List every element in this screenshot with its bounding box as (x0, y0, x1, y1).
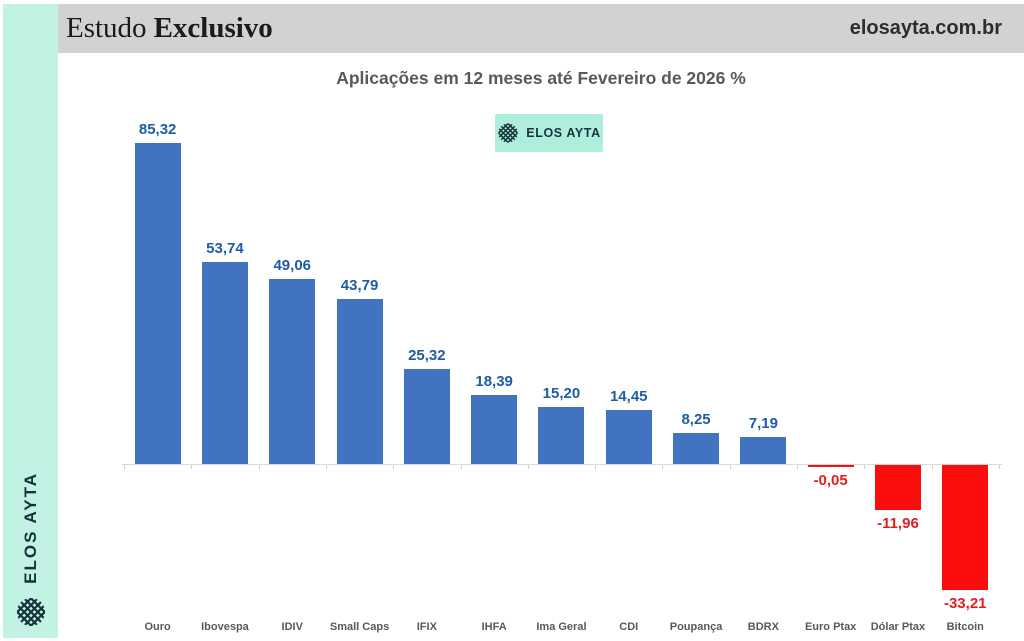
bar-positive (201, 261, 248, 464)
axis-tick (998, 465, 1000, 469)
bar-negative (942, 465, 989, 590)
axis-tick (393, 465, 395, 469)
elos-ayta-lattice-logo-icon (15, 596, 47, 628)
badge-label: ELOS AYTA (526, 126, 601, 140)
bar-value-label: 8,25 (681, 410, 711, 428)
bar-value-label: 85,32 (138, 120, 177, 138)
sidebar: ELOS AYTA (3, 4, 58, 638)
axis-tick (729, 465, 731, 469)
axis-tick (124, 465, 125, 469)
bar-value-label: 18,39 (475, 372, 513, 390)
bar-positive (134, 142, 181, 464)
category-label: Ima Geral (536, 621, 587, 633)
study-brand-title: Estudo Exclusivo (66, 12, 273, 45)
bar-value-label: -11,96 (877, 515, 919, 532)
bar-positive (471, 394, 518, 464)
bar-positive (605, 409, 652, 464)
study-brand-bold: Exclusivo (153, 12, 273, 44)
bar-positive (403, 368, 450, 464)
bar-positive (538, 406, 585, 464)
bar-value-label: 25,32 (408, 346, 446, 364)
category-label: Small Caps (329, 621, 390, 633)
bar-value-label: -33,21 (943, 594, 987, 612)
axis-tick (662, 465, 664, 469)
header-bar: Estudo Exclusivo elosayta.com.br (58, 4, 1024, 53)
category-label: Euro Ptax (804, 621, 857, 633)
bar-negative (874, 465, 921, 510)
category-label: Dólar Ptax (870, 621, 926, 633)
sidebar-brand-text: ELOS AYTA (20, 472, 40, 584)
chart-title: Aplicações em 12 meses até Fevereiro de … (336, 68, 746, 88)
category-label: Ouro (144, 621, 171, 633)
bar-value-label: 14,45 (609, 387, 648, 405)
x-axis-line (122, 464, 1002, 465)
axis-tick (460, 465, 462, 469)
website-url: elosayta.com.br (849, 17, 1002, 39)
axis-tick (931, 465, 933, 469)
axis-tick (797, 465, 798, 469)
elos-ayta-lattice-logo-icon (497, 122, 519, 144)
category-label: IHFA (481, 621, 507, 633)
bar-value-label: 49,06 (273, 257, 312, 275)
bar-positive (269, 279, 316, 464)
study-brand-regular: Estudo (66, 12, 147, 44)
bar-chart: Aplicações em 12 meses até Fevereiro de … (58, 53, 1024, 641)
sidebar-brand: ELOS AYTA (3, 472, 58, 628)
category-label: IFIX (416, 621, 437, 633)
axis-tick (191, 465, 193, 469)
category-label: BDRX (747, 621, 779, 633)
axis-tick (864, 465, 866, 469)
category-label: Poupança (669, 621, 723, 633)
bar-positive (673, 432, 720, 464)
bar-value-label: 15,20 (542, 384, 581, 402)
axis-tick (325, 465, 327, 469)
bar-positive (740, 436, 787, 464)
bar-value-label: -0,05 (813, 472, 848, 489)
brand-badge: ELOS AYTA (495, 114, 603, 152)
bar-value-label: 7,19 (748, 414, 778, 432)
axis-tick (527, 465, 529, 469)
bar-value-label: 43,79 (340, 277, 379, 295)
bar-negative (807, 465, 854, 467)
category-label: Ibovespa (201, 621, 249, 633)
category-label: Bitcoin (946, 621, 984, 633)
category-label: IDIV (281, 621, 303, 633)
category-label: CDI (619, 621, 639, 633)
axis-tick (595, 465, 597, 469)
bar-value-label: 53,74 (206, 239, 244, 257)
bar-positive (336, 299, 383, 464)
axis-tick (258, 465, 260, 469)
